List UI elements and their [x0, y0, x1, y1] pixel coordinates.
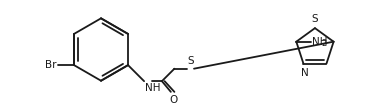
Text: N: N [301, 68, 309, 78]
Text: S: S [187, 56, 194, 66]
Text: Br: Br [45, 60, 56, 70]
Text: S: S [312, 14, 318, 24]
Text: 2: 2 [321, 39, 327, 48]
Text: NH: NH [145, 83, 160, 93]
Text: O: O [169, 95, 178, 105]
Text: NH: NH [313, 37, 328, 47]
